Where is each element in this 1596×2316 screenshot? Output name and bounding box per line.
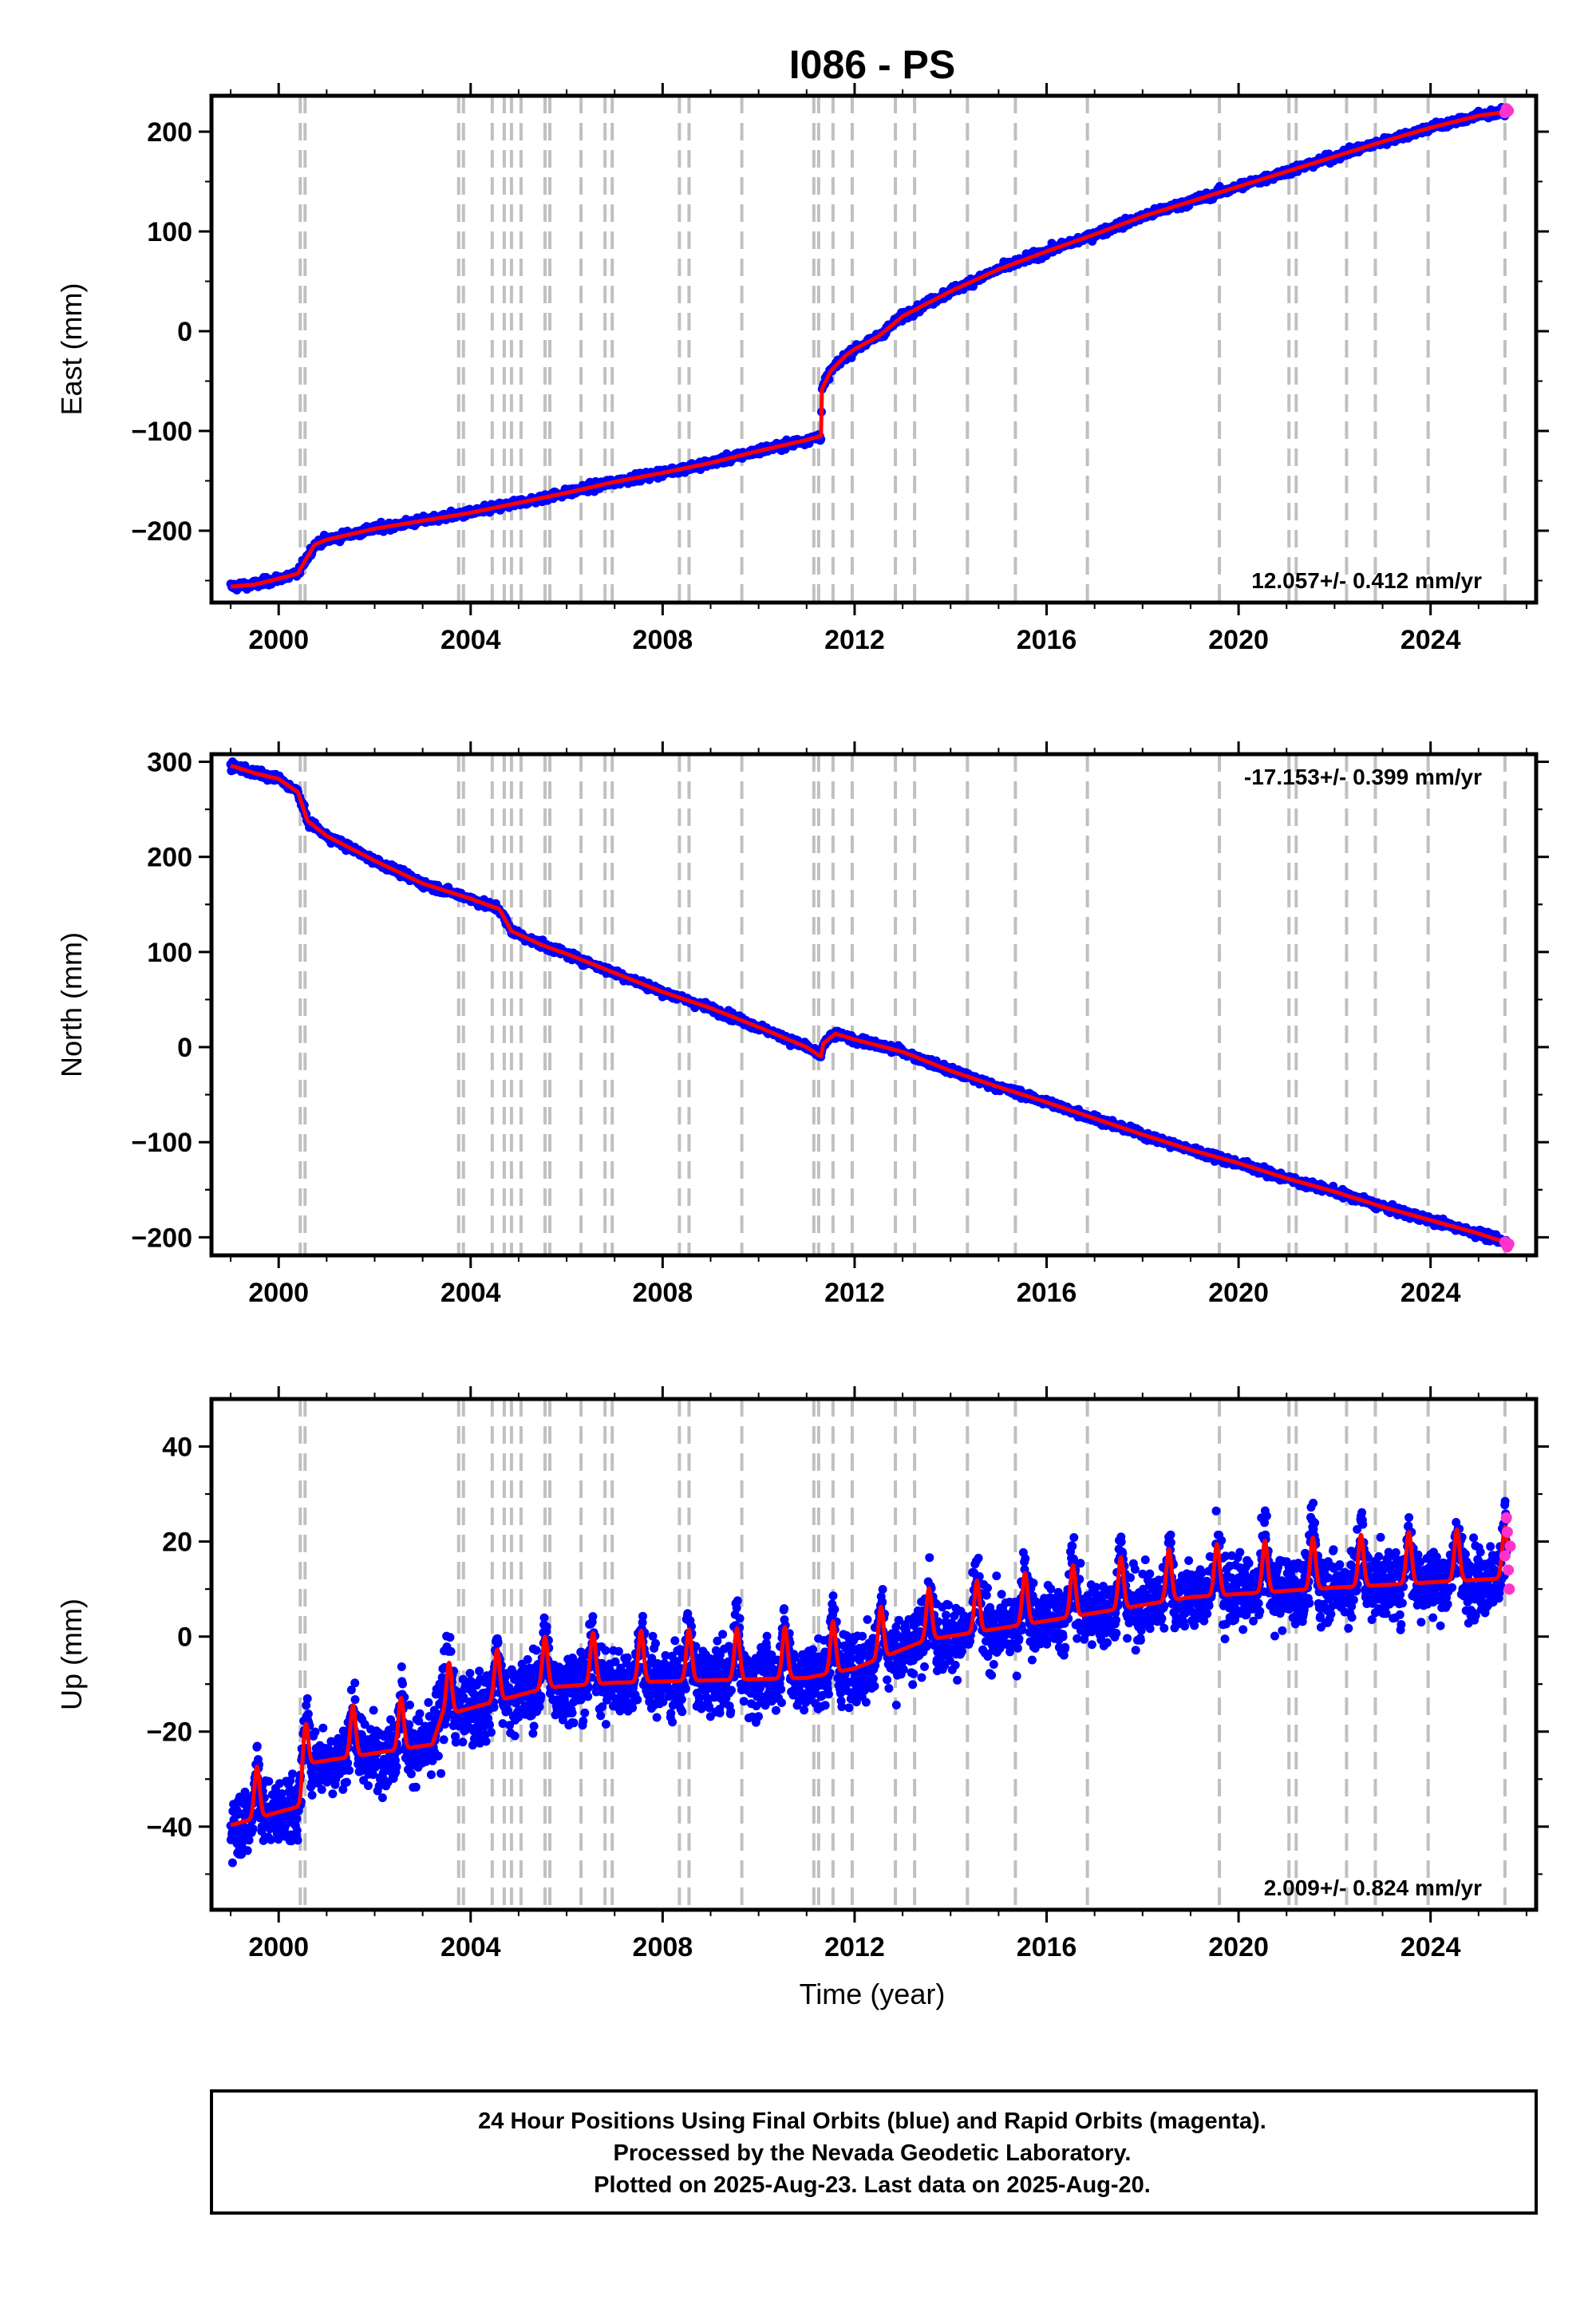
final-orbit-point [342,1777,351,1787]
final-orbit-point [264,1777,274,1786]
x-tick-label: 2004 [440,1278,501,1308]
x-tick-label: 2016 [1017,625,1077,655]
x-tick-label: 2020 [1208,625,1269,655]
x-tick-label: 2008 [633,625,693,655]
final-orbit-point [292,1826,302,1836]
final-orbit-point [227,1858,237,1867]
model-fit-line [229,763,1509,1245]
velocity-rate-label: -17.153+/- 0.399 mm/yr [1244,765,1482,789]
y-tick-label: 200 [147,843,192,873]
y-tick-label: 100 [147,938,192,968]
y-tick-label: −100 [131,417,192,447]
final-orbit-point [398,1679,407,1689]
panel-frame [209,752,1539,1258]
north-panel: 2000 2004 2008 2012 2016 2020 2024 −200 −100 0 100… [55,741,1549,1308]
y-tick-label: −200 [131,1223,192,1253]
final-orbit-point [397,1662,406,1671]
x-tick-label: 2000 [248,625,309,655]
up-panel: 2000 2004 2008 2012 2016 2020 2024−40−2002040U… [55,1386,1549,1962]
y-tick-label: 200 [147,117,192,148]
final-orbit-point [369,1705,378,1715]
final-orbit-point [377,1793,387,1803]
final-orbit-point [328,1789,338,1799]
velocity-rate-label: 12.057+/- 0.412 mm/yr [1251,568,1482,593]
final-orbit-point [350,1695,360,1705]
final-orbit-point [343,1758,353,1768]
final-orbit-point [350,1678,360,1688]
final-orbit-point [307,1790,317,1800]
final-orbit-point [345,1765,354,1775]
final-orbit-point [267,1835,275,1844]
final-orbit-point [392,1762,401,1772]
final-orbit-point [303,1709,313,1719]
y-tick-label: −200 [131,516,192,547]
final-orbit-point [364,1781,373,1790]
x-tick-label: 2000 [248,1278,309,1308]
final-orbit-point [288,1769,297,1779]
y-tick-label: 100 [147,217,192,247]
final-orbit-point [244,1836,254,1845]
final-orbit-point [310,1727,320,1737]
y-tick-label: 0 [177,1033,192,1063]
final-orbit-points [226,1496,1512,1867]
final-orbit-point [317,1784,326,1794]
final-orbit-point [252,1741,262,1751]
final-orbit-point [302,1694,312,1703]
final-orbit-points [226,757,1512,1251]
y-tick-label: 300 [147,748,192,778]
final-orbit-point [293,1836,302,1845]
x-tick-label: 2012 [824,1278,885,1308]
x-tick-label: 2016 [1017,1278,1077,1308]
final-orbit-point [406,1769,416,1779]
y-axis-title: North (mm) [55,932,88,1077]
final-orbit-point [292,1814,302,1824]
final-orbit-point [318,1723,328,1733]
equipment-change-lines [298,754,1507,1255]
y-tick-label: 0 [177,317,192,347]
final-orbit-point [405,1700,414,1709]
x-tick-label: 2004 [440,625,501,655]
rapid-orbit-point [1503,1238,1515,1250]
x-tick-label: 2008 [633,1278,693,1308]
y-tick-label: −100 [131,1128,192,1158]
x-tick-label: 2024 [1400,625,1461,655]
final-orbit-point [243,1846,252,1856]
x-tick-label: 2024 [1400,1278,1461,1308]
chart-title: I086 - PS [789,42,955,87]
east-panel: 2000 2004 2008 2012 2016 2020 2024 −200 −100 0 100… [55,83,1549,655]
equipment-change-lines [298,96,1507,603]
x-tick-label: 2012 [824,625,885,655]
x-tick-label: 2020 [1208,1278,1269,1308]
final-orbit-point [248,1824,258,1834]
y-axis-title: East (mm) [55,283,88,416]
rapid-orbit-point [1503,105,1515,117]
